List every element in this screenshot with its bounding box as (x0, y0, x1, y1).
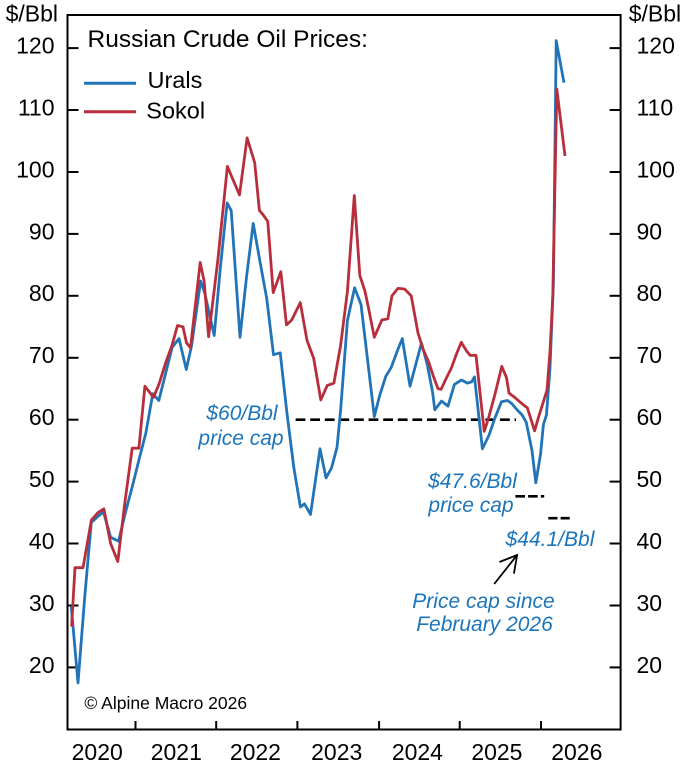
svg-text:20: 20 (637, 652, 663, 678)
svg-text:120: 120 (637, 33, 675, 59)
svg-text:Sokol: Sokol (146, 97, 205, 123)
svg-text:80: 80 (29, 280, 55, 306)
svg-text:$44.1/Bbl: $44.1/Bbl (505, 528, 596, 551)
svg-text:Price cap since: Price cap since (412, 590, 554, 613)
svg-text:40: 40 (29, 528, 55, 554)
svg-text:100: 100 (637, 156, 675, 182)
svg-text:$60/Bbl: $60/Bbl (205, 402, 279, 425)
svg-text:2025: 2025 (471, 739, 522, 765)
svg-text:2022: 2022 (230, 739, 281, 765)
svg-text:80: 80 (637, 280, 663, 306)
svg-text:© Alpine Macro 2026: © Alpine Macro 2026 (84, 693, 247, 713)
svg-text:100: 100 (16, 156, 54, 182)
svg-text:$/Bbl: $/Bbl (629, 1, 681, 27)
svg-text:110: 110 (18, 94, 55, 120)
svg-text:price cap: price cap (427, 494, 513, 517)
svg-text:90: 90 (637, 218, 663, 244)
svg-text:30: 30 (29, 590, 55, 616)
svg-text:50: 50 (637, 466, 663, 492)
svg-text:$47.6/Bbl: $47.6/Bbl (427, 470, 518, 493)
svg-text:70: 70 (637, 342, 663, 368)
svg-text:Urals: Urals (148, 67, 203, 93)
svg-text:60: 60 (29, 404, 55, 430)
svg-text:50: 50 (29, 466, 55, 492)
svg-text:2023: 2023 (311, 739, 362, 765)
svg-text:20: 20 (29, 652, 55, 678)
svg-text:price cap: price cap (197, 427, 283, 450)
svg-text:70: 70 (29, 342, 55, 368)
svg-text:40: 40 (637, 528, 663, 554)
svg-text:2024: 2024 (392, 739, 443, 765)
svg-text:Russian Crude Oil Prices:: Russian Crude Oil Prices: (88, 26, 368, 53)
svg-text:2021: 2021 (151, 739, 202, 765)
svg-text:120: 120 (16, 33, 54, 59)
svg-text:February 2026: February 2026 (416, 613, 553, 636)
svg-text:30: 30 (637, 590, 663, 616)
svg-text:2026: 2026 (551, 739, 602, 765)
svg-text:90: 90 (29, 218, 55, 244)
svg-text:$/Bbl: $/Bbl (6, 1, 58, 27)
svg-text:60: 60 (637, 404, 663, 430)
svg-text:110: 110 (637, 94, 674, 120)
svg-text:2020: 2020 (72, 739, 123, 765)
